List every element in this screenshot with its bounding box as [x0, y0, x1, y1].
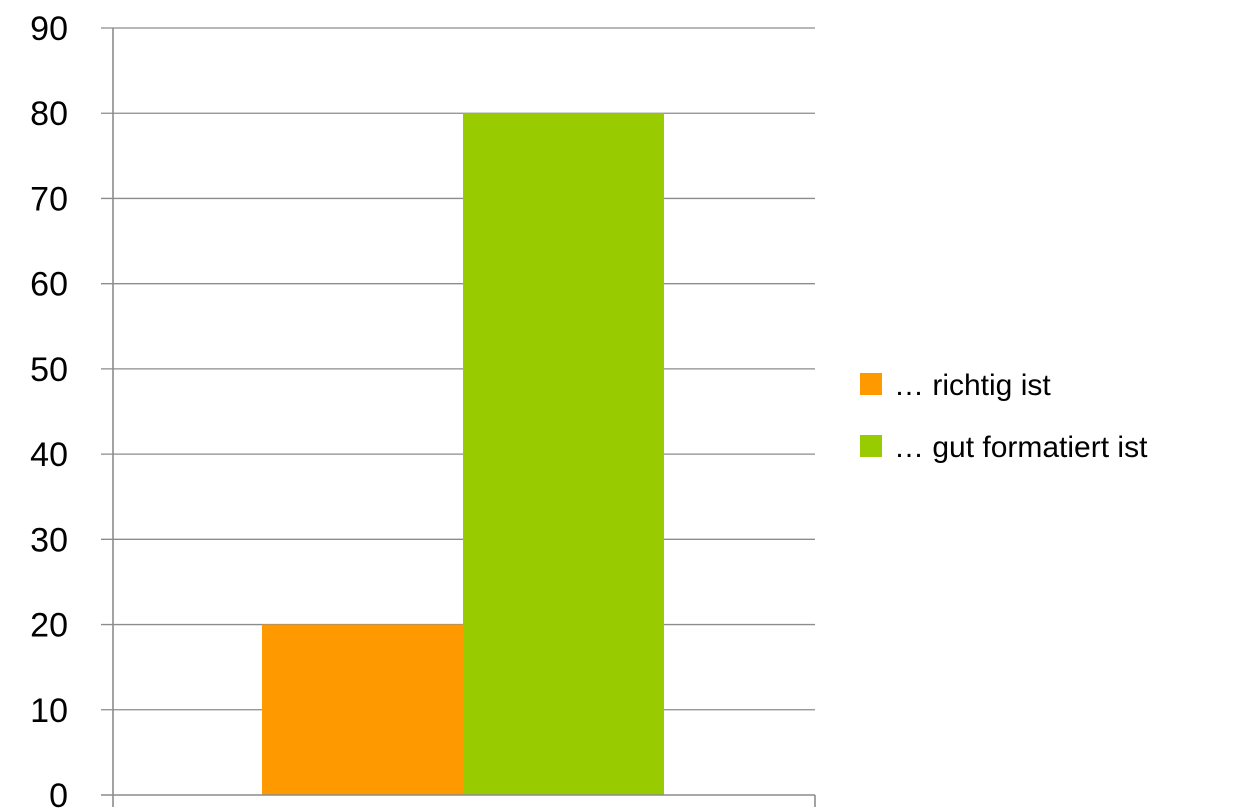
legend-label-1: … richtig ist [894, 369, 1051, 402]
y-tick-label-50: 50 [30, 351, 68, 389]
y-axis-tick-labels: 0 10 20 30 40 50 60 70 80 90 [30, 10, 68, 812]
y-tick-label-30: 30 [30, 521, 68, 559]
y-tick-label-80: 80 [30, 95, 68, 133]
axes [101, 28, 816, 807]
y-tick-label-90: 90 [30, 10, 68, 48]
y-tick-label-0: 0 [49, 777, 68, 812]
y-tick-label-60: 60 [30, 266, 68, 304]
bars [262, 113, 664, 795]
y-tick-label-70: 70 [30, 180, 68, 218]
legend: … richtig ist … gut formatiert ist [860, 369, 1148, 464]
y-tick-label-40: 40 [30, 436, 68, 474]
legend-swatch-1 [860, 373, 882, 395]
legend-label-2: … gut formatiert ist [894, 431, 1148, 464]
gridlines [101, 27, 815, 711]
bar-series-2 [463, 113, 664, 795]
y-tick-label-10: 10 [30, 692, 68, 730]
legend-swatch-2 [860, 435, 882, 457]
bar-series-1 [262, 624, 463, 795]
y-tick-label-20: 20 [30, 607, 68, 645]
